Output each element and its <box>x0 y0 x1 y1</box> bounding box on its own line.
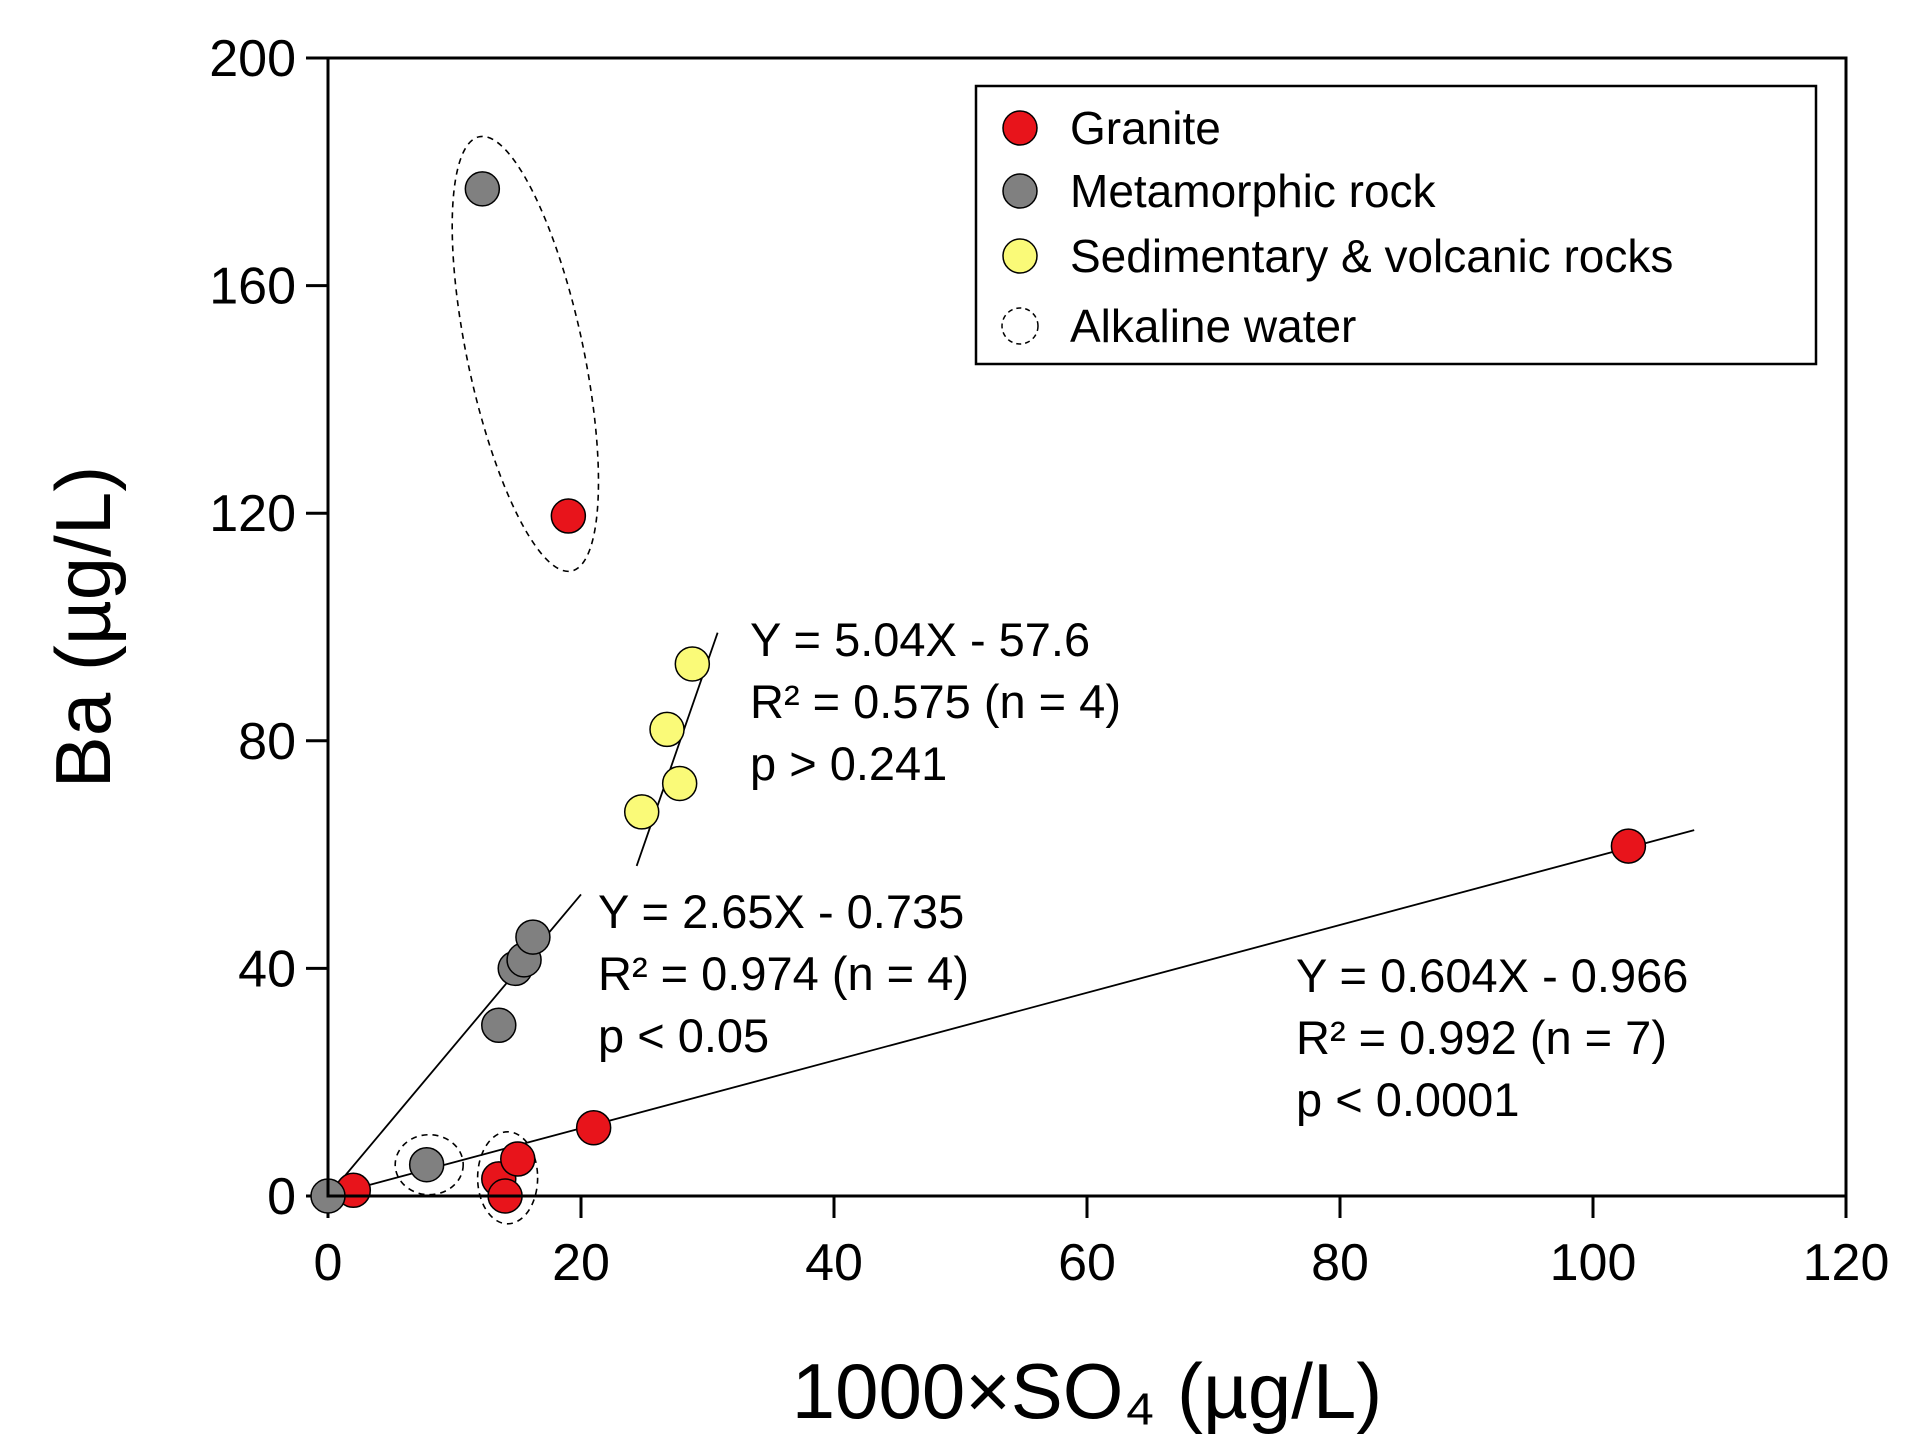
legend-granite-marker <box>1002 110 1038 146</box>
y-axis-title: Ba (µg/L) <box>39 466 127 788</box>
x-tick-label-0: 0 <box>314 1234 343 1292</box>
point-2-0 <box>623 794 660 830</box>
legend-metamorphic-marker <box>1002 173 1038 209</box>
point-0-4 <box>550 498 587 534</box>
fit-sed-equation: Y = 5.04X - 57.6 <box>750 613 1090 666</box>
x-tick-label-20: 20 <box>552 1234 610 1292</box>
fit-sed-r2: R² = 0.575 (n = 4) <box>750 675 1121 728</box>
point-0-5 <box>575 1109 612 1146</box>
point-1-1 <box>408 1146 445 1183</box>
legend-box <box>974 84 1818 366</box>
legend-sedimentary-label: Sedimentary & volcanic rocks <box>1070 230 1673 282</box>
x-axis-title: 1000×SO₄ (µg/L) <box>792 1347 1383 1435</box>
fit-granite-equation: Y = 0.604X - 0.966 <box>1296 949 1688 1002</box>
fit-meta-equation: Y = 2.65X - 0.735 <box>598 885 964 938</box>
legend: Granite Metamorphic rock Sedimentary & v… <box>974 84 1818 366</box>
legend-metamorphic-label: Metamorphic rock <box>1070 165 1437 217</box>
x-tick-label-80: 80 <box>1311 1234 1369 1292</box>
fit-line-2 <box>327 829 1695 1197</box>
y-tick-label-40: 40 <box>238 940 296 998</box>
y-tick-label-120: 120 <box>209 485 296 543</box>
y-tick-label-200: 200 <box>209 30 296 88</box>
alkaline-ellipse-large <box>451 135 600 573</box>
x-tick-label-60: 60 <box>1058 1234 1116 1292</box>
x-tick-label-40: 40 <box>805 1234 863 1292</box>
legend-granite-label: Granite <box>1070 102 1221 154</box>
legend-sedimentary-marker <box>1002 238 1038 274</box>
x-tick-label-120: 120 <box>1803 1234 1890 1292</box>
point-1-6 <box>515 919 551 955</box>
alkaline-ellipse-small-1 <box>394 1133 465 1196</box>
point-0-6 <box>1610 828 1647 864</box>
point-1-3 <box>481 1007 517 1044</box>
fit-annotations: Y = 5.04X - 57.6 R² = 0.575 (n = 4) p > … <box>598 613 1688 1126</box>
legend-alkaline-label: Alkaline water <box>1070 300 1356 352</box>
x-tick-label-100: 100 <box>1550 1234 1637 1292</box>
fit-granite-r2: R² = 0.992 (n = 7) <box>1296 1011 1667 1064</box>
fit-sed-p: p > 0.241 <box>750 737 947 790</box>
point-0-3 <box>500 1141 536 1177</box>
alkaline-water-outlines <box>394 135 600 1225</box>
point-2-1 <box>649 711 685 748</box>
fit-meta-r2: R² = 0.974 (n = 4) <box>598 947 969 1000</box>
point-2-3 <box>674 646 711 682</box>
y-tick-label-160: 160 <box>209 258 296 316</box>
axis-ticks: 0 20 40 60 80 100 120 0 40 80 120 160 200 <box>209 30 1889 1292</box>
alkaline-ellipse-small-2 <box>476 1130 539 1225</box>
fit-granite-p: p < 0.0001 <box>1296 1073 1519 1126</box>
plot-frame <box>326 56 1848 1198</box>
legend-alkaline-marker <box>1001 307 1039 345</box>
fit-meta-p: p < 0.05 <box>598 1009 769 1062</box>
y-tick-label-0: 0 <box>267 1168 296 1226</box>
data-points <box>310 171 1647 1214</box>
point-1-2 <box>464 171 501 207</box>
y-tick-label-80: 80 <box>238 713 296 771</box>
point-2-2 <box>661 765 698 802</box>
